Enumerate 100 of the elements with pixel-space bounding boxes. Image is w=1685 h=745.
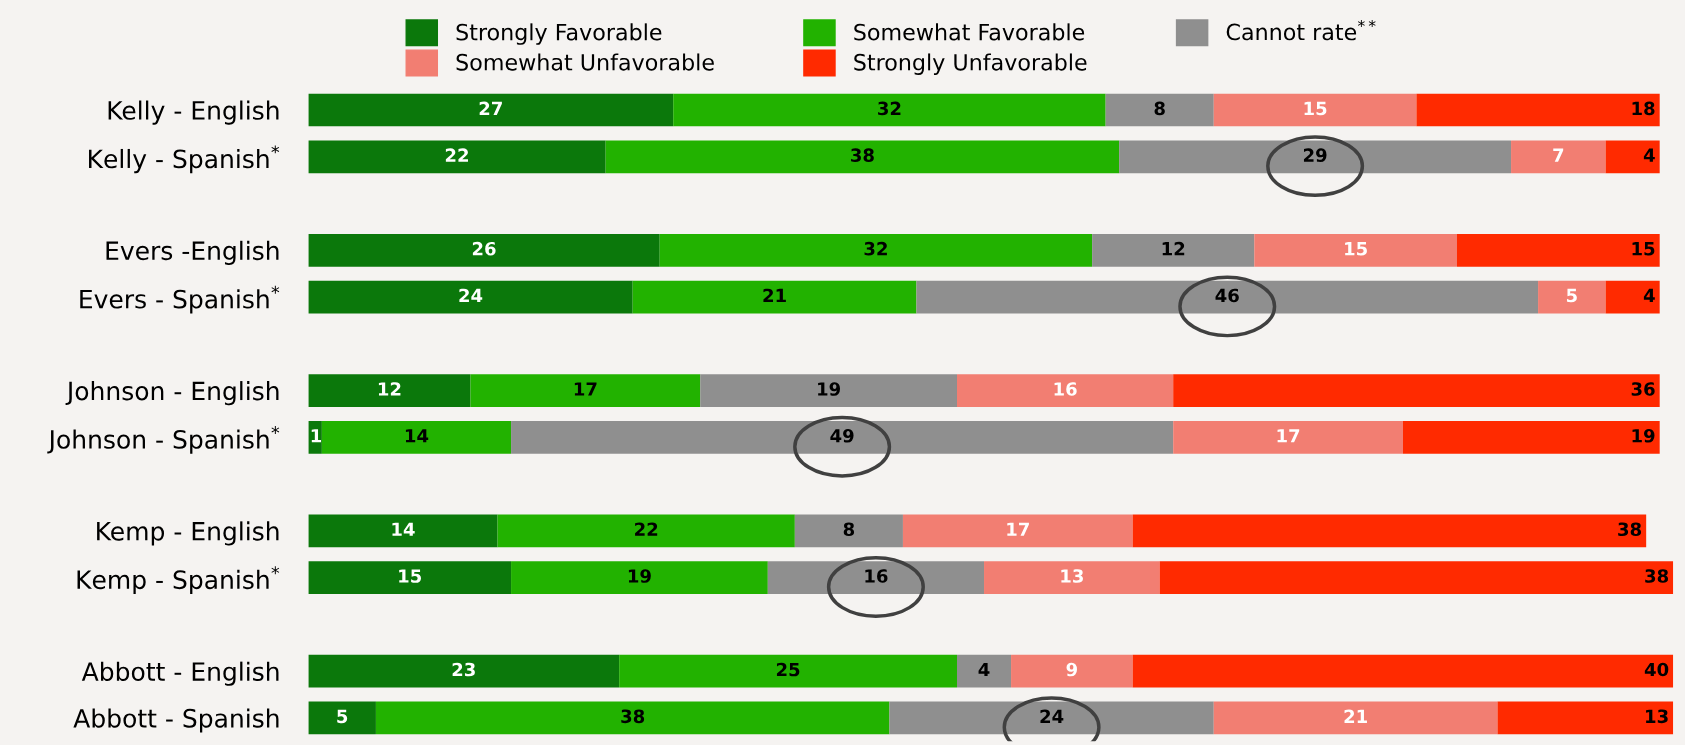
bar — [794, 514, 903, 548]
bar — [1132, 514, 1647, 548]
data-label: 5 — [1566, 288, 1577, 303]
bar — [957, 374, 1174, 407]
data-label: 14 — [405, 429, 429, 443]
data-label: 19 — [1632, 428, 1655, 443]
data-label: 4 — [978, 662, 990, 677]
data-label: 21 — [1344, 709, 1367, 723]
data-label: 49 — [830, 428, 854, 443]
bar — [1416, 93, 1660, 127]
bar — [619, 654, 957, 688]
data-label: 4 — [1643, 288, 1655, 303]
data-label: 32 — [878, 101, 901, 116]
data-label: 21 — [763, 288, 786, 303]
data-label: 32 — [864, 241, 887, 256]
y-tick-label: Johnson - Spanish$^{*}$ — [47, 425, 280, 454]
data-label: 19 — [818, 382, 841, 396]
bar — [1092, 233, 1255, 267]
bar — [1254, 233, 1457, 267]
data-label: 22 — [635, 522, 658, 536]
data-label: 36 — [1631, 382, 1655, 396]
bar — [1105, 93, 1214, 127]
data-label: 15 — [399, 569, 422, 583]
data-label: 38 — [1618, 522, 1641, 537]
bar — [1119, 140, 1512, 174]
bar — [1456, 233, 1660, 267]
bar — [1011, 654, 1133, 688]
data-label: 13 — [1646, 709, 1668, 724]
data-label: 1 — [311, 429, 322, 443]
data-label: 8 — [1154, 101, 1165, 116]
data-label: 23 — [452, 662, 475, 677]
bar — [308, 374, 471, 407]
bar — [1511, 140, 1606, 174]
data-label: 16 — [865, 569, 888, 583]
y-tick-label: Kemp - Spanish$^{*}$ — [77, 566, 280, 594]
legend-label: Somewhat Favorable — [854, 23, 1085, 41]
bar — [902, 514, 1133, 548]
bar — [308, 701, 376, 735]
data-label: 40 — [1644, 662, 1669, 677]
bar — [511, 420, 1174, 454]
y-tick-label: Kelly - English — [108, 100, 279, 125]
bar — [308, 654, 620, 688]
y-tick-label: Abbott - Spanish — [73, 708, 279, 733]
bar — [1538, 280, 1606, 314]
bar — [497, 514, 795, 548]
data-label: 7 — [1553, 148, 1564, 162]
bar — [1132, 654, 1674, 688]
bar — [1173, 374, 1660, 407]
data-label: 22 — [445, 148, 468, 162]
bar — [984, 561, 1160, 594]
bar — [1605, 280, 1660, 314]
bar — [308, 561, 512, 594]
data-label: 19 — [628, 569, 651, 583]
data-label: 13 — [1061, 569, 1083, 583]
y-tick-label: Kemp - English — [97, 521, 279, 546]
data-label: 27 — [479, 101, 502, 115]
data-label: 8 — [843, 522, 855, 537]
y-tick-label: Abbott - English — [81, 661, 279, 686]
data-label: 15 — [1304, 101, 1327, 116]
bar — [308, 93, 674, 127]
bar — [375, 701, 890, 735]
bar — [1173, 420, 1403, 454]
data-label: 15 — [1345, 242, 1367, 256]
y-tick-label: Johnson - English — [65, 381, 279, 406]
data-label: 16 — [1054, 382, 1077, 396]
data-label: 17 — [1277, 429, 1300, 443]
data-label: 24 — [1040, 709, 1064, 723]
y-tick-label: Evers - Spanish$^{*}$ — [80, 285, 280, 314]
data-label: 12 — [1162, 241, 1185, 256]
legend-label: Strongly Favorable — [456, 23, 662, 45]
bar — [767, 561, 985, 594]
bar — [321, 420, 512, 454]
bar — [1159, 561, 1674, 594]
data-label: 14 — [392, 522, 415, 536]
bar — [308, 140, 606, 174]
bar — [700, 374, 957, 407]
bar — [308, 514, 498, 548]
data-label: 18 — [1632, 101, 1655, 116]
bar — [1605, 140, 1660, 174]
legend-label: Cannot rate$^{**}$ — [1226, 20, 1376, 41]
bar — [1497, 701, 1674, 735]
data-label: 12 — [378, 382, 401, 396]
data-label: 38 — [851, 148, 874, 163]
bar — [1402, 420, 1660, 454]
bar — [470, 374, 701, 407]
y-tick-label: Evers -English — [106, 240, 279, 265]
bar — [673, 93, 1106, 127]
data-label: 17 — [1007, 522, 1029, 536]
bar — [889, 701, 1214, 735]
bar — [632, 280, 917, 314]
data-label: 26 — [472, 241, 496, 256]
data-label: 17 — [574, 382, 597, 396]
data-label: 24 — [459, 288, 483, 303]
bar — [308, 233, 660, 267]
bar — [659, 233, 1093, 267]
data-label: 9 — [1066, 662, 1077, 677]
data-label: 46 — [1215, 288, 1239, 303]
data-label: 15 — [1632, 242, 1655, 256]
bar — [1213, 701, 1498, 735]
bar — [308, 280, 633, 314]
